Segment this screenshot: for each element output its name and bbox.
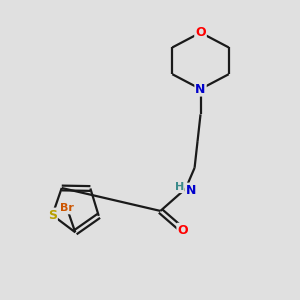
Text: S: S (48, 208, 57, 222)
Text: O: O (177, 224, 188, 237)
Text: N: N (186, 184, 196, 196)
Text: Br: Br (60, 203, 74, 213)
Text: H: H (175, 182, 184, 192)
Text: O: O (195, 26, 206, 39)
Text: N: N (195, 82, 206, 96)
